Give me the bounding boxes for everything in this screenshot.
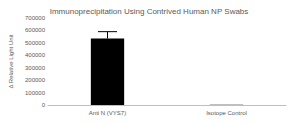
svg-text:Immunoprecipitation Using Cont: Immunoprecipitation Using Contrived Huma… <box>50 7 249 16</box>
svg-text:Anti N (VYS7): Anti N (VYS7) <box>89 110 126 116</box>
svg-text:0: 0 <box>42 102 46 108</box>
svg-text:200000: 200000 <box>25 77 46 83</box>
svg-text:100000: 100000 <box>25 90 46 96</box>
svg-text:700000: 700000 <box>25 15 46 21</box>
svg-text:600000: 600000 <box>25 27 46 33</box>
svg-text:300000: 300000 <box>25 65 46 71</box>
svg-text:400000: 400000 <box>25 52 46 58</box>
svg-text:Δ Relative Light Unit: Δ Relative Light Unit <box>8 34 14 88</box>
svg-text:500000: 500000 <box>25 40 46 46</box>
svg-text:Isotope Control: Isotope Control <box>206 110 247 116</box>
